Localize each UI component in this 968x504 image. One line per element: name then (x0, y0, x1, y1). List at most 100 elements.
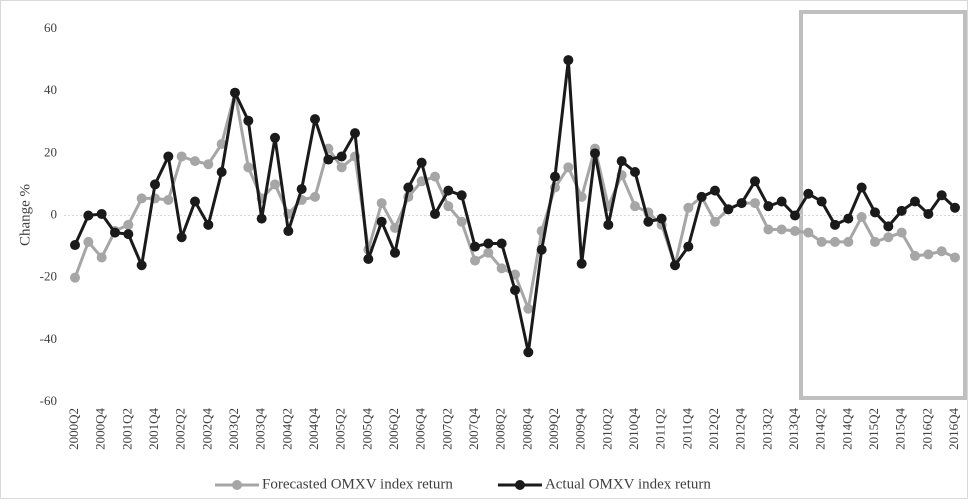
data-point (816, 196, 827, 207)
data-point (856, 212, 867, 223)
data-point (443, 201, 454, 212)
data-point (176, 232, 187, 243)
y-tick-label: 40 (44, 82, 57, 97)
x-tick-label: 2005Q2 (333, 408, 348, 450)
data-point (790, 226, 800, 237)
data-point (430, 208, 440, 219)
data-point (483, 247, 494, 258)
data-point (203, 159, 214, 170)
data-point (683, 202, 694, 213)
x-tick-label: 2009Q2 (546, 408, 561, 450)
x-tick-label: 2015Q4 (893, 408, 908, 450)
x-tick-label: 2010Q4 (626, 408, 641, 450)
x-tick-label: 2004Q2 (279, 408, 294, 450)
data-point (763, 201, 774, 212)
data-point (390, 222, 400, 233)
x-tick-label: 2011Q4 (679, 408, 694, 450)
data-point (110, 227, 120, 238)
data-point (296, 184, 307, 195)
data-point (376, 216, 387, 227)
data-point (936, 190, 947, 201)
data-point (163, 151, 174, 162)
data-point (883, 221, 894, 232)
data-point (70, 240, 80, 251)
data-point (803, 227, 814, 238)
x-tick-label: 2009Q4 (573, 408, 588, 450)
data-point (563, 55, 574, 66)
data-point (950, 252, 960, 263)
data-point (710, 216, 720, 227)
data-point (510, 285, 520, 296)
y-tick-label: 60 (44, 20, 57, 35)
data-point (496, 238, 507, 249)
data-point (70, 272, 80, 283)
data-point (456, 216, 467, 227)
data-point (430, 171, 440, 182)
data-point (603, 219, 614, 230)
x-tick-label: 2000Q4 (93, 408, 108, 450)
x-tick-label: 2010Q2 (599, 408, 614, 450)
data-point (523, 347, 534, 358)
data-point (656, 213, 667, 224)
data-point (896, 227, 907, 238)
data-point (923, 208, 934, 219)
y-tick-label: 0 (51, 206, 58, 221)
data-point (670, 260, 680, 271)
x-tick-label: 2014Q2 (813, 408, 828, 450)
data-point (416, 157, 427, 168)
data-point (123, 229, 134, 240)
y-axis-title: Change % (17, 184, 33, 246)
data-point (323, 154, 334, 165)
x-tick-label: 2016Q4 (946, 408, 961, 450)
x-tick-label: 2003Q4 (253, 408, 268, 450)
data-point (723, 204, 734, 215)
x-tick-label: 2016Q2 (919, 408, 934, 450)
data-point (403, 182, 414, 193)
x-tick-label: 2001Q2 (119, 408, 134, 450)
x-tick-label: 2012Q2 (706, 408, 721, 450)
data-point (496, 263, 507, 274)
data-point (270, 132, 280, 143)
data-point (750, 198, 760, 209)
data-point (803, 188, 814, 199)
data-point (310, 191, 320, 202)
data-point (456, 190, 467, 201)
x-tick-label: 2011Q2 (653, 408, 668, 449)
x-tick-label: 2006Q4 (413, 408, 428, 450)
data-point (136, 260, 147, 271)
x-tick-label: 2015Q2 (866, 408, 881, 450)
x-tick-label: 2004Q4 (306, 408, 321, 450)
data-point (283, 226, 294, 237)
data-point (416, 176, 427, 187)
data-point (216, 166, 227, 177)
data-point (390, 247, 400, 258)
data-point (590, 148, 600, 159)
data-point (776, 224, 787, 235)
data-point (203, 219, 214, 230)
x-tick-label: 2008Q2 (493, 408, 508, 450)
data-point (163, 194, 174, 205)
x-tick-label: 2003Q2 (226, 408, 241, 450)
data-point (750, 176, 760, 187)
data-point (83, 236, 94, 247)
data-point (443, 185, 454, 196)
data-point (910, 196, 920, 207)
legend-marker (232, 480, 242, 490)
data-point (830, 219, 840, 230)
data-point (950, 202, 960, 213)
data-point (643, 216, 654, 227)
data-point (190, 156, 200, 167)
x-tick-label: 2013Q2 (759, 408, 774, 450)
data-point (763, 224, 774, 235)
data-point (883, 232, 894, 243)
data-point (843, 213, 854, 224)
x-tick-label: 2006Q2 (386, 408, 401, 450)
x-tick-label: 2012Q4 (733, 408, 748, 450)
data-point (696, 191, 707, 202)
data-point (856, 182, 867, 193)
x-tick-label: 2013Q4 (786, 408, 801, 450)
x-tick-label: 2000Q2 (66, 408, 81, 450)
data-point (910, 250, 920, 261)
